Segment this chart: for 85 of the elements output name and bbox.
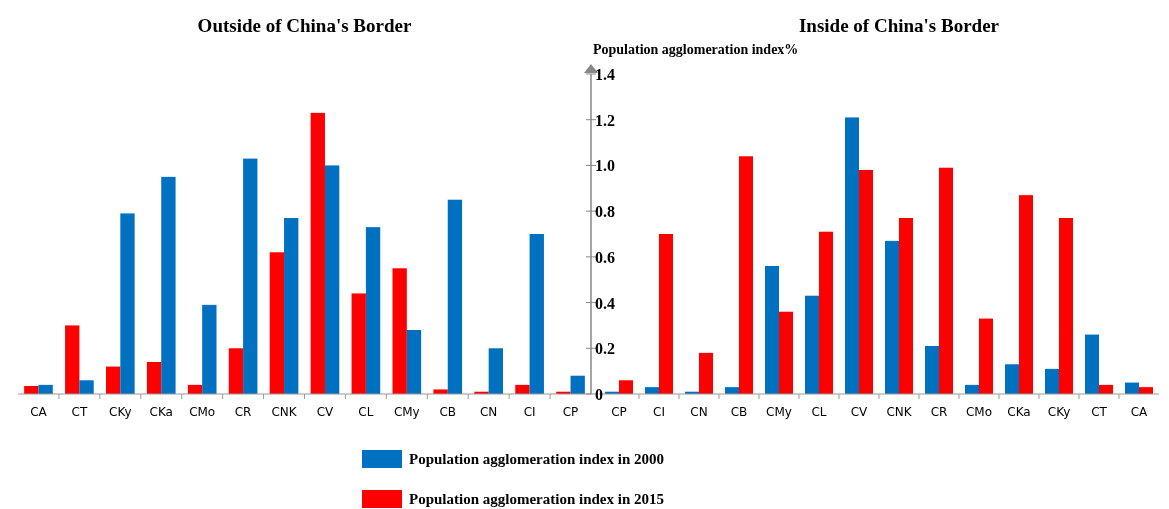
x-tick-label: CN [480,405,498,419]
x-tick-label: CMy [393,405,420,419]
x-tick-label: CKy [109,405,132,419]
bar [324,165,340,394]
x-tick-label: CMo [189,405,216,419]
x-tick-label: CR [234,405,252,419]
bar [570,375,585,394]
x-tick-label: CT [1091,405,1108,419]
bar [939,167,953,394]
bar [433,389,448,394]
y-tick-label: 0.4 [595,294,615,312]
bar [79,380,94,394]
x-tick-label: CB [439,405,457,419]
bar [392,268,407,394]
bar [1045,368,1059,394]
x-tick-label: CA [1130,405,1149,419]
bar [1005,364,1019,394]
bar [146,362,162,394]
chart-title: Inside of China's Border [798,15,1000,36]
bar [365,227,381,394]
x-tick-label: CP [611,405,627,419]
x-tick-label: CNK [886,405,913,419]
bar [243,158,258,394]
x-tick-label: CI [653,405,665,419]
x-tick-label: CKa [149,405,173,419]
bar [488,348,503,394]
x-tick-label: CN [690,405,708,419]
bar [1085,334,1099,394]
x-tick-label: CB [730,405,748,419]
bar [819,231,833,394]
x-tick-label: CKy [1047,405,1071,419]
legend-label: Population agglomeration index in 2015 [409,491,665,507]
bar [805,295,819,394]
x-tick-label: CP [562,405,579,419]
bar [406,330,422,394]
bar [925,346,939,394]
bar [65,325,80,394]
bar [529,234,544,394]
y-axis-title: Population agglomeration index% [593,42,799,57]
bar [979,318,993,394]
x-tick-label: CV [316,405,335,419]
x-tick-label: CR [930,405,948,419]
y-tick-label: 1.2 [595,111,615,129]
bar [619,380,633,394]
y-tick-label: 1.0 [595,157,615,175]
bar [38,384,53,394]
bar [859,170,873,394]
bar [765,266,779,394]
y-tick-label: 0 [595,386,603,403]
bar [351,293,366,394]
bar [447,199,463,394]
x-tick-label: CKa [1007,405,1031,419]
x-tick-label: CL [811,405,827,419]
x-tick-label: CV [850,405,869,419]
bar [310,112,325,394]
bar [885,240,899,394]
bar [120,213,135,394]
chart-title: Outside of China's Border [197,15,412,36]
x-tick-label: CI [523,405,536,419]
y-tick-label: 0.8 [595,203,615,221]
legend-label: Population agglomeration index in 2000 [409,451,665,467]
bar [699,352,713,394]
bar [269,252,285,394]
y-tick-label: 1.4 [595,66,615,83]
x-tick-label: CNK [271,405,298,419]
bar [228,348,244,394]
x-tick-label: CMy [766,405,792,419]
bar [515,384,530,394]
bar [845,117,859,394]
y-tick-label: 0.6 [595,248,615,266]
bar [202,304,217,394]
x-tick-label: CL [358,405,374,419]
bar [739,156,753,394]
x-tick-label: CT [71,405,88,419]
bar [1059,218,1073,394]
x-tick-label: CA [30,405,48,419]
y-tick-label: 0.2 [595,340,615,358]
bar [899,218,913,394]
bar [1019,195,1033,394]
bar [106,366,121,394]
x-tick-label: CMo [965,405,993,419]
bar [284,218,299,394]
bar [161,176,176,394]
bar [659,234,673,394]
bar [779,311,793,394]
